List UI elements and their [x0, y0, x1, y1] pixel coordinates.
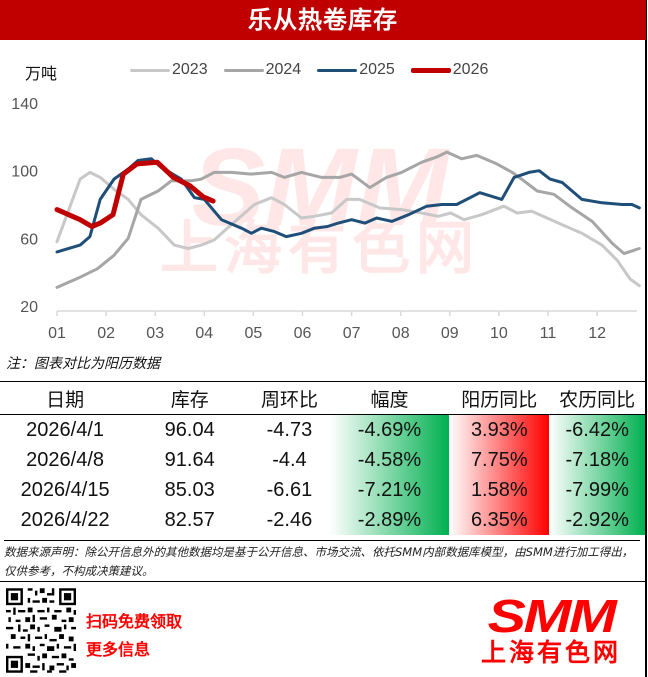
- cell-date: 2026/4/8: [26, 448, 105, 471]
- x-tick-label: 04: [195, 325, 213, 342]
- cell-pct: -4.69%: [329, 414, 450, 445]
- cell-pct: -4.58%: [329, 445, 450, 475]
- chart-legend: 2023 2024 2025 2026: [130, 61, 488, 79]
- smm-logo-name: 上海有色网: [480, 638, 621, 667]
- legend-swatch-2026: [410, 67, 451, 73]
- page-title: 乐从热卷库存: [0, 0, 646, 40]
- x-tick-label: 01: [48, 325, 66, 342]
- legend-item-2026: 2026: [410, 61, 489, 79]
- cell-yoy-lunar: -7.99%: [549, 475, 645, 505]
- header-pct: 幅度: [329, 381, 450, 415]
- smm-logo: SMM 上海有色网: [460, 593, 642, 669]
- series-line-2024: [55, 150, 641, 289]
- cell-yoy-lunar: -2.92%: [549, 505, 645, 535]
- x-tick-label: 07: [343, 325, 361, 342]
- cell-date: 2026/4/1: [26, 418, 105, 441]
- x-tick-label: 12: [588, 325, 606, 342]
- svg-text:上海有色网: 上海有色网: [160, 214, 480, 282]
- chart-note: 注：图表对比为阳历数据: [6, 356, 160, 372]
- cell-yoy-solar: 3.93%: [449, 414, 550, 445]
- cell-date: 2026/4/22: [20, 508, 110, 531]
- x-tick-label: 02: [97, 325, 115, 342]
- y-axis-unit-label: 万吨: [25, 64, 58, 83]
- footer-divider: [0, 581, 645, 582]
- legend-label-2026: 2026: [452, 61, 489, 78]
- series-line-2025: [55, 157, 641, 254]
- promo-text: 扫码免费领取 更多信息: [86, 608, 182, 664]
- legend-label-2025: 2025: [359, 61, 395, 78]
- y-tick-label: 140: [11, 96, 38, 113]
- table-row: 2026/4/1 96.04 -4.73 -4.69% 3.93% -6.42%: [0, 414, 645, 445]
- table-row: 2026/4/8 91.64 -4.4 -4.58% 7.75% -7.18%: [0, 445, 645, 475]
- x-axis: 01 02 03 04 05 06 07 08 09 10 11 12: [48, 310, 637, 342]
- inventory-table: 日期 库存 周环比 幅度 阳历同比 农历同比 2026/4/1 96.04 -4…: [0, 381, 645, 535]
- legend-item-2025: 2025: [317, 61, 395, 79]
- header-yoy-lunar: 农历同比: [549, 381, 645, 415]
- y-tick-label: 100: [11, 164, 38, 181]
- header-date: 日期: [0, 381, 131, 415]
- y-tick-label: 60: [20, 231, 38, 248]
- x-tick-label: 05: [245, 325, 263, 342]
- cell-date: 2026/4/15: [20, 478, 110, 501]
- cell-wow: -4.4: [272, 448, 307, 471]
- x-tick-label: 09: [441, 325, 459, 342]
- cell-wow: -4.73: [266, 418, 313, 441]
- x-tick-label: 06: [294, 325, 312, 342]
- cell-pct: -2.89%: [329, 505, 450, 535]
- cell-stock: 82.57: [164, 508, 215, 531]
- table-header-row: 日期 库存 周环比 幅度 阳历同比 农历同比: [0, 381, 645, 415]
- cell-yoy-lunar: -6.42%: [549, 414, 645, 445]
- x-tick-label: 03: [146, 325, 164, 342]
- table-row: 2026/4/15 85.03 -6.61 -7.21% 1.58% -7.99…: [0, 475, 645, 505]
- legend-item-2024: 2024: [223, 61, 302, 79]
- legend-swatch-2024: [223, 68, 264, 72]
- header-yoy-solar: 阳历同比: [449, 381, 550, 415]
- cell-pct: -7.21%: [329, 475, 450, 505]
- header-wow: 周环比: [249, 381, 330, 415]
- y-axis: 20 60 100 140: [11, 96, 38, 316]
- data-source-disclaimer: 数据来源声明：除公开信息外的其他数据均是基于公开信息、市场交流、依托SMM内部数…: [4, 540, 640, 581]
- smm-logo-brand: SMM: [487, 590, 617, 642]
- y-tick-label: 20: [20, 299, 38, 316]
- cell-yoy-lunar: -7.18%: [549, 445, 645, 475]
- x-tick-label: 11: [540, 325, 557, 342]
- legend-swatch-2025: [317, 68, 358, 72]
- legend-label-2024: 2024: [265, 61, 302, 78]
- promo-line-2: 更多信息: [86, 640, 151, 659]
- cell-yoy-solar: 6.35%: [449, 505, 550, 535]
- header-stock: 库存: [130, 381, 250, 415]
- cell-yoy-solar: 7.75%: [449, 445, 550, 475]
- series-line-2026: [54, 159, 216, 229]
- promo-line-1: 扫码免费领取: [86, 612, 183, 631]
- x-tick-label: 08: [392, 325, 410, 342]
- legend-swatch-2023: [130, 68, 170, 72]
- cell-stock: 91.64: [164, 448, 215, 471]
- cell-stock: 85.03: [164, 478, 215, 501]
- x-tick-label: 10: [490, 325, 508, 342]
- table-row: 2026/4/22 82.57 -2.46 -2.89% 6.35% -2.92…: [0, 505, 645, 535]
- series-line-2023: [55, 170, 641, 288]
- legend-label-2023: 2023: [172, 61, 208, 78]
- cell-wow: -2.46: [266, 508, 313, 531]
- qr-code[interactable]: [6, 588, 76, 673]
- cell-wow: -6.61: [266, 478, 313, 501]
- cell-yoy-solar: 1.58%: [449, 475, 550, 505]
- cell-stock: 96.04: [164, 418, 215, 441]
- chart-series: [54, 150, 641, 289]
- legend-item-2023: 2023: [130, 61, 208, 79]
